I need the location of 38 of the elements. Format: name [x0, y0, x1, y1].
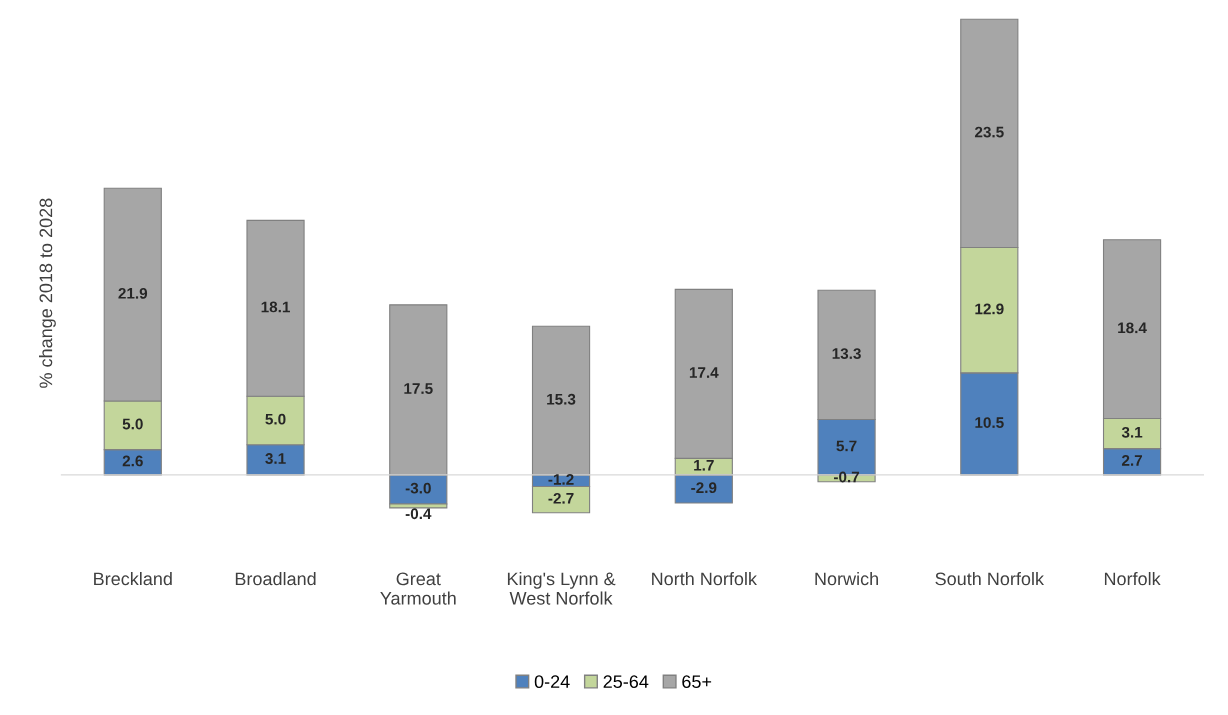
data-label: -0.4 [405, 508, 432, 520]
data-label: 5.0 [265, 413, 286, 425]
data-label: 12.9 [975, 303, 1004, 315]
legend-label: 0-24 [534, 675, 570, 689]
data-label: 18.1 [261, 301, 290, 313]
data-label: 3.1 [265, 453, 286, 464]
x-tick-label: Norfolk [1104, 572, 1161, 586]
x-tick-label: Great Yarmouth [380, 572, 456, 605]
data-label: 3.1 [1121, 426, 1143, 438]
data-label: 2.7 [1121, 455, 1143, 466]
x-tick-label: North Norfolk [652, 572, 758, 586]
data-label: 5.7 [836, 440, 857, 452]
legend-label: 25-64 [603, 675, 649, 689]
data-label: -0.7 [833, 471, 860, 483]
data-label: 1.7 [694, 460, 714, 471]
data-label: -2.9 [691, 482, 717, 494]
data-label: 10.5 [975, 417, 1004, 428]
data-label: -2.7 [548, 492, 574, 504]
y-axis-title: % change 2018 to 2028 [39, 198, 56, 388]
legend-label: 65+ [682, 675, 712, 689]
x-tick-label: Norwich [815, 572, 878, 586]
data-label: 17.4 [689, 367, 719, 378]
bar [531, 325, 591, 476]
data-label: 2.6 [122, 455, 143, 467]
bar [389, 304, 448, 476]
data-label: 17.5 [404, 383, 433, 394]
data-label: -1.2 [548, 474, 574, 485]
data-label: 18.4 [1118, 322, 1147, 334]
data-label: 13.3 [832, 348, 861, 360]
x-tick-label: Breckland [94, 572, 172, 586]
data-label: 5.0 [122, 418, 143, 430]
data-label: -3.0 [405, 482, 431, 494]
x-tick-label: Broadland [235, 572, 316, 586]
data-label: 21.9 [118, 287, 148, 299]
x-tick-label: South Norfolk [935, 572, 1045, 586]
data-label: 23.5 [974, 126, 1004, 138]
data-label: 15.3 [547, 393, 576, 405]
x-tick-label: King's Lynn & West Norfolk [507, 572, 616, 605]
